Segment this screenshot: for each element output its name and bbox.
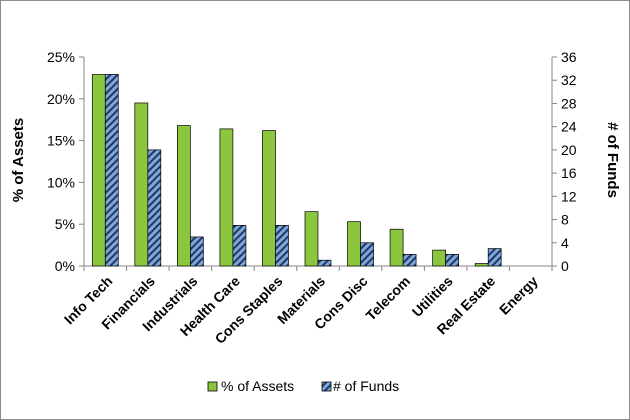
- y2-tick-label: 24: [561, 119, 577, 135]
- y-tick-label: 10%: [47, 174, 75, 190]
- bar-funds-financials: [147, 149, 162, 267]
- x-tick-label: Energy: [496, 273, 541, 318]
- legend-label-funds: # of Funds: [333, 378, 399, 394]
- y2-tick-label: 16: [561, 165, 577, 181]
- y2-axis-title: # of Funds: [604, 122, 621, 198]
- y2-tick-label: 8: [561, 212, 569, 228]
- bar-assets-industrials: [177, 125, 191, 267]
- y-tick-label: 25%: [47, 49, 75, 65]
- legend-swatch-funds: [321, 381, 332, 392]
- bar-funds-info-tech: [104, 74, 119, 267]
- y-tick-label: 20%: [47, 91, 75, 107]
- bar-funds-cons-staples: [275, 225, 289, 267]
- y2-tick-label: 12: [561, 188, 577, 204]
- y-tick-label: 0%: [55, 258, 75, 274]
- legend-label-assets: % of Assets: [221, 378, 294, 394]
- y2-tick-label: 28: [561, 95, 577, 111]
- bar-assets-cons-staples: [262, 130, 276, 267]
- bar-funds-real-estate: [487, 248, 502, 267]
- bar-assets-real-estate: [474, 263, 489, 267]
- bar-assets-utilities: [432, 249, 446, 267]
- bar-assets-health-care: [219, 128, 234, 267]
- legend: % of Assets # of Funds: [207, 378, 399, 394]
- bar-assets-telecom: [389, 228, 404, 267]
- legend-swatch-assets: [207, 381, 218, 392]
- y-axis-title: % of Assets: [10, 118, 27, 202]
- bar-assets-materials: [304, 211, 319, 267]
- bar-funds-materials: [317, 259, 332, 267]
- y2-tick-label: 4: [561, 235, 569, 251]
- y2-tick-label: 20: [561, 142, 577, 158]
- y2-tick-label: 36: [561, 49, 577, 65]
- bar-assets-info-tech: [91, 74, 106, 267]
- bar-funds-industrials: [190, 236, 204, 267]
- bar-funds-utilities: [445, 254, 459, 267]
- bar-funds-health-care: [232, 225, 247, 267]
- y2-tick-label: 0: [561, 258, 569, 274]
- bar-assets-financials: [134, 102, 149, 267]
- bar-funds-cons-disc: [360, 242, 374, 267]
- y-tick-label: 5%: [55, 216, 75, 232]
- bar-funds-telecom: [402, 254, 417, 267]
- y2-tick-label: 32: [561, 72, 577, 88]
- x-tick-label: Telecom: [362, 273, 413, 324]
- bar-assets-cons-disc: [347, 221, 361, 267]
- y-tick-label: 15%: [47, 133, 75, 149]
